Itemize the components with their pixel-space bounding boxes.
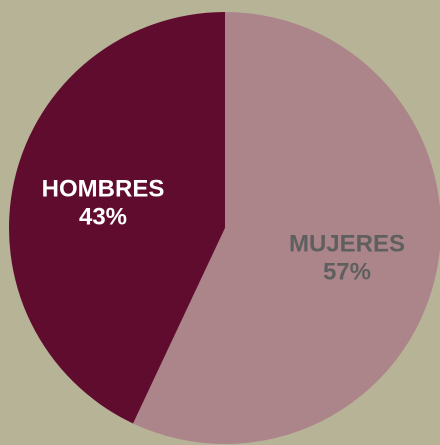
slice-label-hombres: HOMBRES (42, 176, 165, 203)
pie-slice-mujeres (133, 12, 440, 444)
slice-percent-hombres: 43% (79, 204, 127, 231)
pie-slice-hombres (8, 12, 225, 424)
slice-label-mujeres: MUJERES (289, 230, 405, 257)
slices-layer (8, 12, 440, 444)
slice-percent-mujeres: 57% (323, 258, 371, 285)
